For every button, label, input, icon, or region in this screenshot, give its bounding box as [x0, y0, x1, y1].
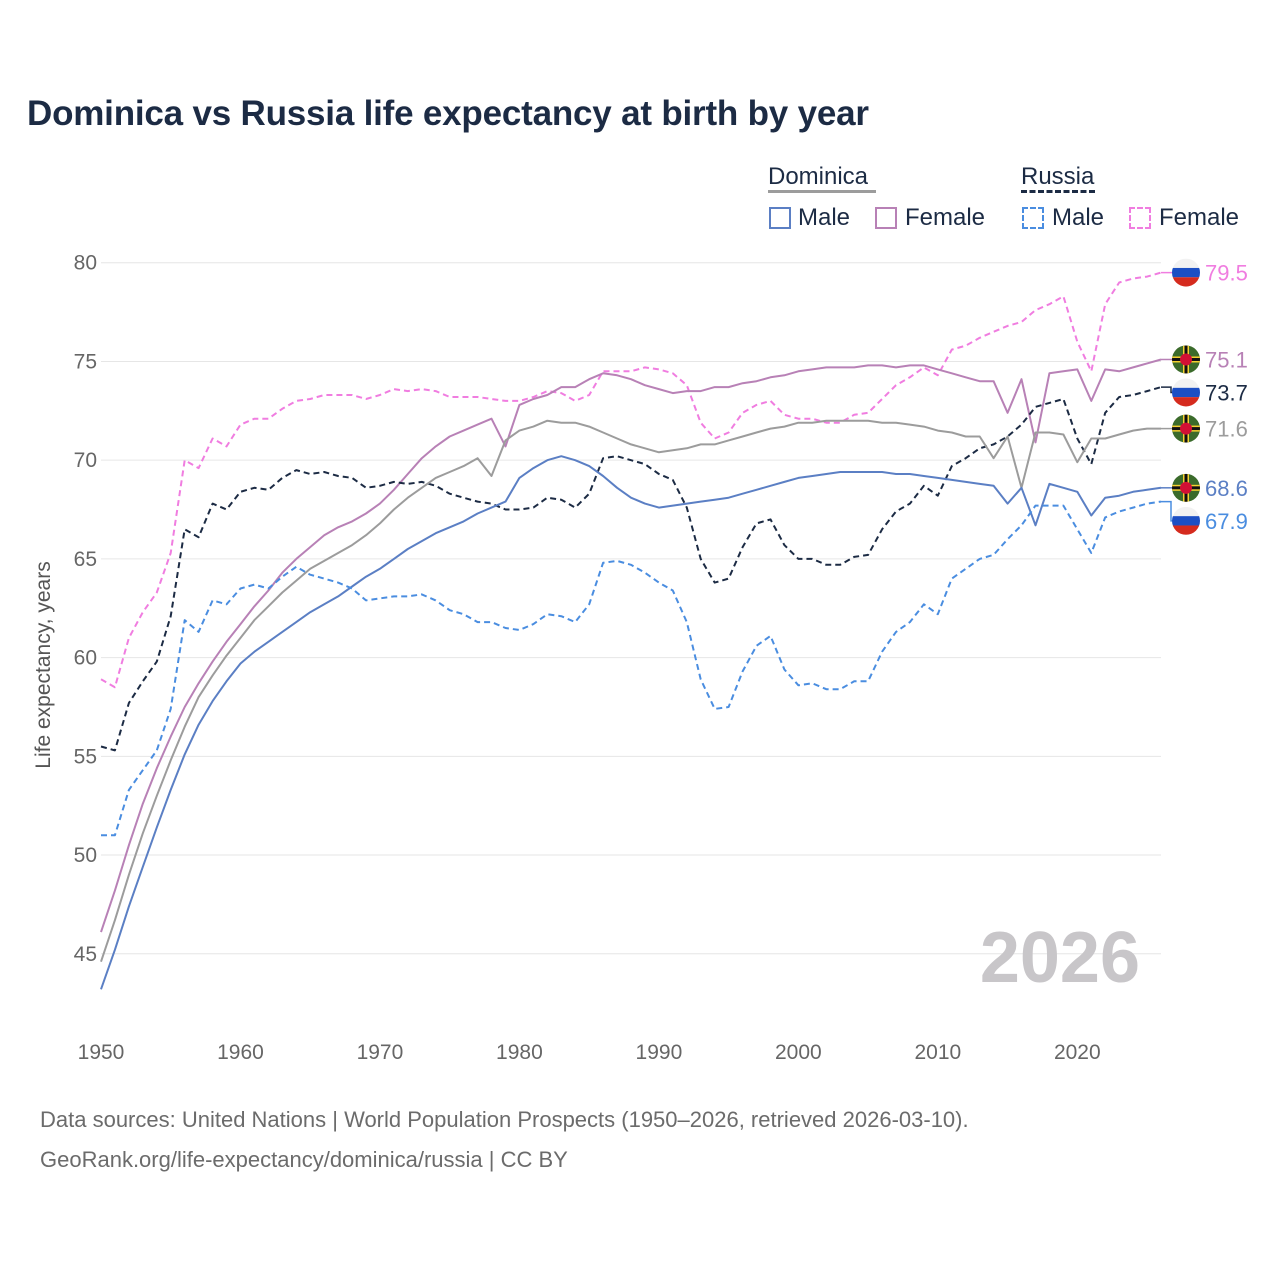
russia-flag-icon [1172, 378, 1200, 407]
legend-label-dominica-female: Female [905, 204, 986, 231]
x-tick-label: 1990 [636, 1041, 683, 1064]
series-line-dominica-male [100, 455, 1162, 990]
legend-country-dominica: Dominica [768, 163, 869, 190]
year-watermark: 2026 [980, 918, 1140, 998]
series-line-russia-female [100, 271, 1162, 689]
series-line-dominica-total [100, 419, 1161, 963]
legend-line-dominica [768, 190, 876, 193]
x-axis-ticks: 1950 1960 1970 1980 1990 2000 2010 2020 [78, 1041, 1101, 1064]
y-tick-label: 50 [74, 844, 97, 867]
legend-line-russia [1021, 190, 1095, 193]
end-value-label: 68.6 [1205, 476, 1248, 501]
russia-flag-icon [1172, 258, 1200, 287]
russia-flag-icon [1172, 506, 1200, 535]
dominica-flag-icon [1172, 345, 1200, 374]
footer-sources: Data sources: United Nations | World Pop… [40, 1107, 969, 1132]
legend-swatch-dominica-female [875, 207, 897, 229]
dominica-flag-icon [1172, 473, 1200, 502]
end-connector [1161, 500, 1172, 522]
end-value-label: 79.5 [1205, 261, 1248, 286]
x-tick-label: 1950 [78, 1041, 125, 1064]
end-value-label: 75.1 [1205, 347, 1248, 372]
x-tick-label: 2020 [1054, 1041, 1101, 1064]
legend-swatch-russia-female [1129, 207, 1151, 229]
y-tick-label: 55 [74, 745, 97, 768]
x-tick-label: 1960 [217, 1041, 264, 1064]
y-tick-label: 65 [74, 548, 97, 571]
chart-title: Dominica vs Russia life expectancy at bi… [27, 94, 869, 133]
grid-lines [101, 262, 1161, 955]
y-tick-label: 80 [74, 252, 97, 275]
series-lines [100, 271, 1162, 990]
dominica-flag-icon [1172, 414, 1200, 443]
x-tick-label: 2010 [914, 1041, 961, 1064]
y-axis-ticks: 45 50 55 60 65 70 75 80 [74, 252, 97, 966]
series-line-russia-total [101, 500, 1162, 837]
series-line-dominica-female [100, 358, 1162, 933]
end-markers: 79.5 75.1 73.7 71.6 68.6 67.9 [1161, 258, 1248, 535]
end-value-label: 71.6 [1205, 417, 1248, 442]
legend-swatch-russia-male [1022, 207, 1044, 229]
x-tick-label: 1980 [496, 1041, 543, 1064]
end-value-label: 67.9 [1205, 509, 1248, 534]
legend-label-russia-female: Female [1159, 204, 1240, 231]
y-tick-label: 60 [74, 647, 97, 670]
y-tick-label: 45 [74, 943, 97, 966]
legend-swatch-dominica-male [769, 207, 791, 229]
series-line-russia-male [100, 386, 1162, 752]
legend-label-dominica-male: Male [798, 204, 851, 231]
end-value-label: 73.7 [1205, 380, 1248, 405]
footer-attribution: GeoRank.org/life-expectancy/dominica/rus… [40, 1147, 568, 1172]
end-connector [1161, 386, 1172, 394]
y-tick-label: 75 [74, 350, 97, 373]
x-tick-label: 1970 [357, 1041, 404, 1064]
y-axis-label: Life expectancy, years [32, 561, 55, 768]
y-tick-label: 70 [74, 449, 97, 472]
legend-country-russia: Russia [1021, 163, 1095, 190]
x-tick-label: 2000 [775, 1041, 822, 1064]
legend-label-russia-male: Male [1052, 204, 1105, 231]
